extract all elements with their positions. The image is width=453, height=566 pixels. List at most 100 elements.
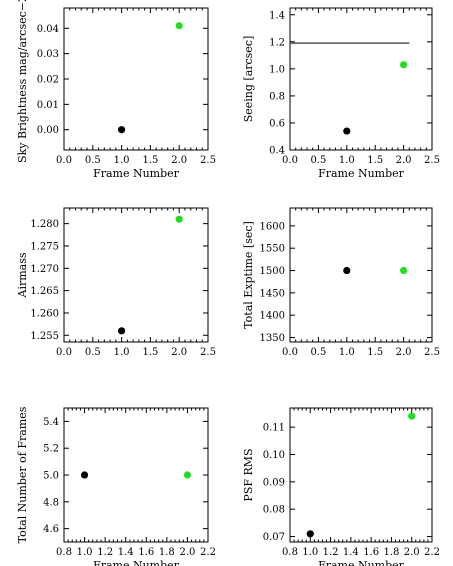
y-tick-label: 0.02	[37, 75, 59, 86]
y-tick-label: 0.00	[37, 125, 59, 136]
y-tick-label: 0.08	[263, 505, 285, 516]
data-point	[343, 127, 351, 135]
y-tick-label: 5.2	[43, 444, 59, 455]
x-tick-label: 1.4	[343, 547, 359, 558]
y-tick-label: 0.10	[263, 450, 285, 461]
y-tick-label: 4.6	[43, 524, 59, 535]
y-axis-title: Total Number of Frames	[16, 406, 29, 543]
plot-frame	[289, 207, 433, 343]
x-tick-label: 2.5	[200, 347, 216, 358]
x-tick-label: 2.2	[424, 547, 440, 558]
panel-5: 0.8 1.0 1.2 1.4 1.6 1.8 2.0 2.2 4.6 4.8 5.0 5.2 5.4 F…	[16, 406, 216, 566]
x-tick-label: 1.2	[323, 547, 339, 558]
x-tick-label: 1.5	[367, 347, 383, 358]
y-axis-title: Sky Brightness mag/arcsec−2	[16, 0, 29, 163]
x-tick-label: 2.0	[396, 155, 412, 166]
x-tick-label: 0.0	[282, 347, 298, 358]
y-tick-label: 0.04	[37, 24, 59, 35]
x-tick-label: 0.0	[56, 155, 72, 166]
data-point	[183, 471, 192, 479]
y-axis-title: Seeing [arcsec]	[242, 36, 255, 123]
x-axis-title: Frame Number	[318, 167, 405, 180]
y-tick-label: 1350	[260, 333, 285, 344]
y-tick-label: 1450	[260, 288, 285, 299]
y-tick-label: 0.8	[269, 91, 285, 102]
plot-frame	[63, 207, 209, 343]
data-point	[118, 327, 126, 335]
y-tick-label: 1.2	[269, 37, 285, 48]
x-tick-label: 1.0	[339, 155, 355, 166]
x-tick-label: 1.0	[339, 347, 355, 358]
y-tick-label: 1.270	[30, 264, 59, 275]
data-point	[343, 266, 351, 275]
y-tick-label: 0.4	[269, 146, 285, 157]
x-tick-label: 1.0	[114, 347, 130, 358]
x-tick-label: 2.5	[424, 155, 440, 166]
plot-frame	[289, 407, 433, 543]
x-tick-label: 2.0	[179, 547, 195, 558]
panel-6: 0.8 1.0 1.2 1.4 1.6 1.8 2.0 2.2 0.07 0.08 0.09 0.10…	[242, 407, 440, 566]
x-axis-title: Frame Number	[93, 559, 180, 566]
x-tick-label: 1.5	[367, 155, 383, 166]
x-tick-label: 2.0	[404, 547, 420, 558]
plot-frame	[289, 7, 433, 151]
x-tick-label: 2.0	[171, 155, 187, 166]
y-tick-label: 0.07	[263, 532, 285, 543]
data-point	[408, 412, 416, 420]
y-axis-title: Total Exptime [sec]	[242, 221, 255, 329]
x-tick-label: 0.8	[56, 547, 72, 558]
y-tick-label: 0.03	[37, 49, 59, 60]
x-tick-label: 0.0	[56, 347, 72, 358]
data-point	[400, 266, 408, 275]
x-tick-label: 0.5	[85, 155, 101, 166]
x-tick-label: 0.5	[85, 347, 101, 358]
x-tick-label: 0.5	[310, 155, 326, 166]
x-tick-label: 1.8	[159, 547, 175, 558]
x-tick-label: 2.5	[424, 347, 440, 358]
y-tick-label: 0.01	[37, 100, 59, 111]
x-tick-label: 1.4	[118, 547, 134, 558]
y-tick-label: 0.11	[263, 423, 285, 434]
x-tick-label: 1.6	[363, 547, 379, 558]
x-tick-label: 1.0	[302, 547, 318, 558]
y-tick-label: 5.0	[43, 471, 59, 482]
x-axis-title: Frame Number	[318, 559, 405, 566]
x-tick-label: 2.0	[171, 347, 187, 358]
x-tick-label: 1.0	[114, 155, 130, 166]
x-tick-label: 1.5	[142, 155, 158, 166]
y-tick-label: 1.0	[269, 64, 285, 75]
y-tick-label: 0.6	[269, 118, 285, 129]
y-tick-label: 5.4	[43, 417, 59, 428]
data-point	[118, 126, 126, 134]
y-tick-label: 1.260	[30, 308, 59, 319]
y-tick-label: 1.4	[269, 10, 285, 21]
plot-frame	[63, 7, 209, 151]
y-axis-title: Airmass	[16, 252, 29, 298]
panel-1: 0.0 0.5 1.0 1.5 2.0 2.5 0.00 0.01 0.02 0.03 0.04 Fr…	[16, 0, 216, 180]
data-point	[80, 471, 89, 479]
x-tick-label: 1.6	[138, 547, 154, 558]
x-tick-label: 0.5	[310, 347, 326, 358]
y-tick-label: 1.255	[30, 331, 59, 342]
x-tick-label: 2.2	[200, 547, 216, 558]
data-point	[175, 215, 183, 223]
data-point	[306, 530, 314, 538]
y-tick-label: 1550	[260, 244, 285, 255]
data-point	[400, 61, 408, 69]
panel-3: 0.0 0.5 1.0 1.5 2.0 2.5 1.255 1.260 1.265 1.270 1.…	[16, 207, 216, 358]
x-tick-label: 2.5	[200, 155, 216, 166]
y-tick-label: 1.280	[30, 219, 59, 230]
x-tick-label: 2.0	[396, 347, 412, 358]
x-tick-label: 0.0	[282, 155, 298, 166]
y-tick-label: 1500	[260, 266, 285, 277]
x-axis-title: Frame Number	[93, 167, 180, 180]
x-tick-label: 0.8	[282, 547, 298, 558]
x-tick-label: 1.8	[383, 547, 399, 558]
panel-4: 0.0 0.5 1.0 1.5 2.0 2.5 1350 1400 1450 1500 1550 16…	[242, 207, 440, 358]
x-tick-label: 1.0	[77, 547, 93, 558]
y-tick-label: 1400	[260, 311, 285, 322]
x-tick-label: 1.5	[142, 347, 158, 358]
y-tick-label: 1.275	[30, 241, 59, 252]
y-tick-label: 0.09	[263, 477, 285, 488]
